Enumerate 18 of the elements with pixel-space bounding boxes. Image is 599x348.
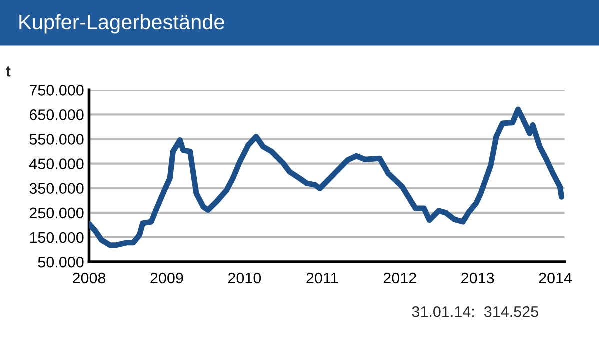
y-tick-label: 650.000 <box>30 110 84 120</box>
x-tick-label: 2008 <box>73 272 106 284</box>
x-tick-label: 2013 <box>462 272 494 284</box>
x-tick-label: 2012 <box>384 272 416 284</box>
y-tick-label: 150.000 <box>30 232 84 244</box>
y-tick-label: 50.000 <box>38 256 84 268</box>
x-tick-label: 2014 <box>539 272 572 284</box>
x-tick-label: 2009 <box>150 272 184 284</box>
y-tick-label: 750.000 <box>30 85 84 96</box>
y-tick-label: 250.000 <box>30 208 84 219</box>
y-axis-title: t <box>6 66 11 77</box>
y-tick-label: 350.000 <box>30 183 84 194</box>
y-tick-label: 550.000 <box>30 134 84 145</box>
x-tick-label: 2011 <box>306 272 338 284</box>
text: 31.01.14: 314.525 <box>412 306 538 318</box>
y-tick-label: 450.000 <box>30 158 84 170</box>
chart-title: Kupfer-Lagerbestände <box>20 14 224 34</box>
x-tick-label: 2010 <box>228 272 262 284</box>
